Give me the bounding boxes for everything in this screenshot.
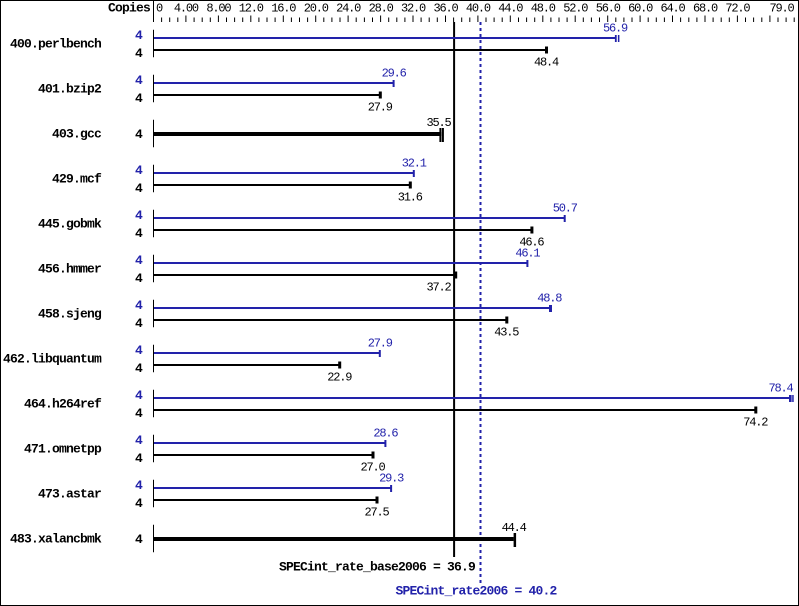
- svg-text:8.00: 8.00: [206, 2, 231, 16]
- svg-text:24.0: 24.0: [336, 2, 361, 16]
- svg-text:401.bzip2: 401.bzip2: [38, 82, 102, 97]
- svg-text:4: 4: [135, 316, 143, 331]
- svg-text:4: 4: [135, 91, 143, 106]
- svg-text:22.9: 22.9: [327, 371, 352, 385]
- svg-text:28.0: 28.0: [369, 2, 394, 16]
- svg-text:50.7: 50.7: [553, 202, 578, 216]
- svg-text:29.3: 29.3: [379, 472, 404, 486]
- svg-text:44.4: 44.4: [502, 521, 527, 535]
- svg-text:4: 4: [135, 28, 143, 43]
- svg-text:27.0: 27.0: [360, 461, 385, 475]
- svg-text:48.8: 48.8: [537, 292, 562, 306]
- svg-text:74.2: 74.2: [743, 416, 768, 430]
- svg-text:56.0: 56.0: [596, 2, 621, 16]
- svg-text:456.hmmer: 456.hmmer: [38, 262, 101, 277]
- svg-text:48.4: 48.4: [534, 56, 559, 70]
- svg-text:46.1: 46.1: [515, 247, 540, 261]
- svg-text:72.0: 72.0: [725, 2, 750, 16]
- svg-text:37.2: 37.2: [426, 281, 451, 295]
- svg-text:Copies: Copies: [108, 1, 151, 16]
- svg-text:0: 0: [156, 2, 163, 16]
- svg-text:31.6: 31.6: [398, 191, 423, 205]
- svg-text:4: 4: [135, 46, 143, 61]
- svg-text:4: 4: [135, 226, 143, 241]
- svg-text:483.xalancbmk: 483.xalancbmk: [10, 532, 102, 547]
- svg-text:4: 4: [135, 163, 143, 178]
- svg-text:12.0: 12.0: [239, 2, 264, 16]
- svg-text:4: 4: [135, 73, 143, 88]
- svg-text:4: 4: [135, 271, 143, 286]
- svg-text:458.sjeng: 458.sjeng: [38, 307, 102, 322]
- svg-text:471.omnetpp: 471.omnetpp: [24, 442, 102, 457]
- svg-text:462.libquantum: 462.libquantum: [3, 352, 102, 367]
- svg-text:68.0: 68.0: [693, 2, 718, 16]
- svg-text:4: 4: [135, 181, 143, 196]
- svg-text:27.5: 27.5: [364, 506, 389, 520]
- svg-text:4: 4: [135, 127, 143, 142]
- svg-text:473.astar: 473.astar: [38, 487, 101, 502]
- svg-text:4: 4: [135, 478, 143, 493]
- svg-text:464.h264ref: 464.h264ref: [24, 397, 102, 412]
- svg-text:16.0: 16.0: [271, 2, 296, 16]
- svg-text:32.0: 32.0: [401, 2, 426, 16]
- svg-text:4: 4: [135, 406, 143, 421]
- svg-text:4: 4: [135, 532, 143, 547]
- svg-text:78.4: 78.4: [768, 382, 793, 396]
- svg-text:29.6: 29.6: [382, 67, 407, 81]
- svg-text:28.6: 28.6: [373, 427, 398, 441]
- svg-text:60.0: 60.0: [628, 2, 653, 16]
- svg-text:445.gobmk: 445.gobmk: [38, 217, 102, 232]
- svg-text:4: 4: [135, 433, 143, 448]
- svg-text:400.perlbench: 400.perlbench: [10, 37, 102, 52]
- svg-text:4.00: 4.00: [174, 2, 199, 16]
- svg-text:36.0: 36.0: [433, 2, 458, 16]
- svg-text:27.9: 27.9: [368, 337, 393, 351]
- svg-text:52.0: 52.0: [563, 2, 588, 16]
- svg-text:48.0: 48.0: [531, 2, 556, 16]
- svg-text:64.0: 64.0: [660, 2, 685, 16]
- svg-text:40.0: 40.0: [466, 2, 491, 16]
- svg-text:56.9: 56.9: [603, 22, 628, 36]
- svg-text:SPECint_rate2006 = 40.2: SPECint_rate2006 = 40.2: [395, 584, 557, 599]
- svg-text:4: 4: [135, 343, 143, 358]
- svg-text:403.gcc: 403.gcc: [52, 127, 102, 142]
- svg-text:44.0: 44.0: [498, 2, 523, 16]
- svg-text:4: 4: [135, 208, 143, 223]
- svg-text:43.5: 43.5: [494, 326, 519, 340]
- svg-text:429.mcf: 429.mcf: [52, 172, 102, 187]
- svg-text:4: 4: [135, 253, 143, 268]
- svg-text:4: 4: [135, 298, 143, 313]
- svg-text:32.1: 32.1: [402, 157, 427, 171]
- svg-text:4: 4: [135, 361, 143, 376]
- svg-text:27.9: 27.9: [368, 101, 393, 115]
- svg-text:35.5: 35.5: [426, 116, 451, 130]
- svg-text:79.0: 79.0: [769, 2, 794, 16]
- svg-text:4: 4: [135, 388, 143, 403]
- svg-text:46.6: 46.6: [519, 236, 544, 250]
- svg-text:4: 4: [135, 451, 143, 466]
- svg-text:SPECint_rate_base2006 = 36.9: SPECint_rate_base2006 = 36.9: [279, 560, 476, 575]
- svg-text:20.0: 20.0: [304, 2, 329, 16]
- svg-text:4: 4: [135, 496, 143, 511]
